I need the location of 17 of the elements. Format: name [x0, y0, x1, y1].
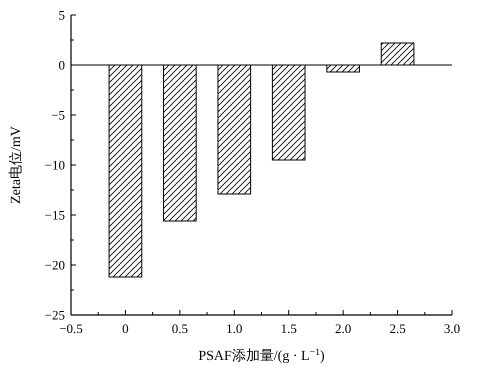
- y-tick-label: −25: [44, 308, 65, 322]
- y-tick-label: −15: [44, 208, 65, 222]
- y-tick-label: 5: [58, 8, 65, 22]
- y-axis-title: Zeta电位/mV: [8, 126, 24, 204]
- x-tick-label: 0.5: [172, 321, 188, 336]
- y-tick-label: −20: [44, 258, 65, 272]
- x-axis-title: PSAF添加量/(g · L$^{−1}$): [198, 346, 325, 364]
- x-tick-label: 1.5: [280, 321, 297, 336]
- y-tick-label: −10: [44, 158, 65, 172]
- x-tick-label: 2.0: [335, 321, 352, 336]
- x-tick-label: 2.5: [389, 321, 406, 336]
- x-tick-label: 3.0: [444, 321, 460, 336]
- y-tick-label: 0: [58, 58, 65, 72]
- x-tick-label: 0: [122, 321, 129, 336]
- y-tick-label: −5: [51, 108, 65, 122]
- x-tick-label: −0.5: [59, 321, 83, 336]
- x-tick-label: 1.0: [226, 321, 242, 336]
